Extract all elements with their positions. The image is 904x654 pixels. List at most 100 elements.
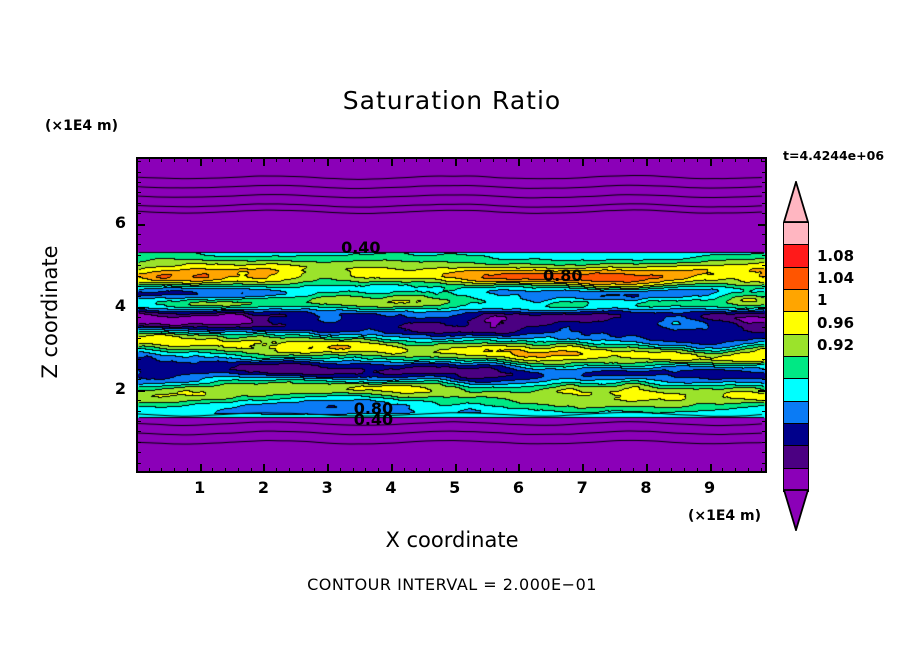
y-tick-right [762, 411, 767, 412]
x-tick [671, 468, 672, 473]
x-tick [722, 468, 723, 473]
x-tick-top [365, 157, 366, 162]
x-tick [518, 464, 520, 473]
y-tick-label: 2 [114, 378, 126, 398]
x-tick-top [671, 157, 672, 162]
x-tick [174, 468, 175, 473]
colorbar-tick-label: 0.96 [817, 313, 855, 332]
x-tick-top [633, 157, 634, 162]
x-tick-top [582, 157, 584, 166]
x-tick [608, 468, 609, 473]
x-tick-label: 6 [512, 478, 524, 497]
x-tick-top [404, 157, 405, 162]
x-tick [429, 468, 430, 473]
x-tick-top [340, 157, 341, 162]
y-tick-right [762, 172, 767, 173]
contour-field-canvas [138, 159, 765, 471]
x-tick-top [531, 157, 532, 162]
x-tick [442, 468, 443, 473]
x-tick-top [569, 157, 570, 162]
x-tick-top [149, 157, 150, 162]
y-tick-right [762, 276, 767, 277]
x-tick-top [429, 157, 430, 162]
x-tick-top [467, 157, 468, 162]
y-tick [136, 369, 141, 370]
x-tick-top [518, 157, 520, 166]
x-tick-top [595, 157, 596, 162]
x-tick [761, 468, 762, 473]
x-tick-top [544, 157, 545, 162]
colorbar-tick-label: 1.04 [817, 268, 855, 287]
colorbar-tick-label: 1.08 [817, 246, 855, 265]
x-tick [251, 468, 252, 473]
colorbar-band [783, 445, 809, 470]
contour-label: 0.40 [353, 409, 394, 429]
x-tick-top [289, 157, 290, 162]
x-tick-top [480, 157, 481, 162]
y-tick [136, 411, 141, 412]
x-tick [391, 464, 393, 473]
y-tick [136, 213, 141, 214]
x-tick-top [174, 157, 175, 162]
x-tick [212, 468, 213, 473]
x-tick-top [493, 157, 494, 162]
x-tick [416, 468, 417, 473]
x-tick [263, 464, 265, 473]
x-tick-top [212, 157, 213, 162]
y-tick [136, 182, 141, 183]
x-tick [340, 468, 341, 473]
y-tick [136, 463, 141, 464]
x-tick-top [276, 157, 277, 162]
x-tick [633, 468, 634, 473]
y-tick [136, 265, 141, 266]
colorbar-under-arrow [783, 489, 809, 531]
x-tick-top [314, 157, 315, 162]
x-tick [493, 468, 494, 473]
x-tick-top [506, 157, 507, 162]
x-tick-top [391, 157, 393, 166]
colorbar-band [783, 400, 809, 425]
x-tick [467, 468, 468, 473]
y-tick-right [762, 213, 767, 214]
colorbar-band [783, 244, 809, 269]
x-tick [506, 468, 507, 473]
x-tick [748, 468, 749, 473]
y-tick [136, 390, 145, 392]
y-tick-right [762, 244, 767, 245]
contour-label: 0.80 [353, 398, 394, 418]
x-tick-top [327, 157, 329, 166]
y-tick [136, 359, 141, 360]
y-axis-unit-label: (×1E4 m) [45, 118, 119, 134]
x-tick-top [161, 157, 162, 162]
y-tick-right [762, 348, 767, 349]
x-tick-top [646, 157, 648, 166]
colorbar-tick-label: 1 [817, 291, 828, 310]
y-tick-right [762, 182, 767, 183]
x-tick-top [761, 157, 762, 162]
y-tick [136, 421, 141, 422]
x-tick [289, 468, 290, 473]
colorbar-tick-label: 0.92 [817, 335, 855, 354]
colorbar-band [783, 222, 809, 246]
x-tick [404, 468, 405, 473]
y-tick-right [762, 338, 767, 339]
y-tick [136, 276, 141, 277]
y-tick [136, 192, 141, 193]
x-tick-top [416, 157, 417, 162]
y-axis-title: Z coordinate [38, 245, 62, 379]
x-tick [327, 464, 329, 473]
y-tick-right [762, 203, 767, 204]
x-tick [735, 468, 736, 473]
colorbar-over-arrow [783, 181, 809, 223]
y-tick-right [762, 359, 767, 360]
x-tick-label: 4 [385, 478, 397, 497]
x-tick-top [608, 157, 609, 162]
x-tick-top [697, 157, 698, 162]
y-tick-right [762, 192, 767, 193]
y-tick [136, 224, 145, 226]
x-tick [276, 468, 277, 473]
y-tick-right [758, 390, 767, 392]
x-tick [697, 468, 698, 473]
x-tick [161, 468, 162, 473]
page-title: Saturation Ratio [342, 86, 562, 115]
